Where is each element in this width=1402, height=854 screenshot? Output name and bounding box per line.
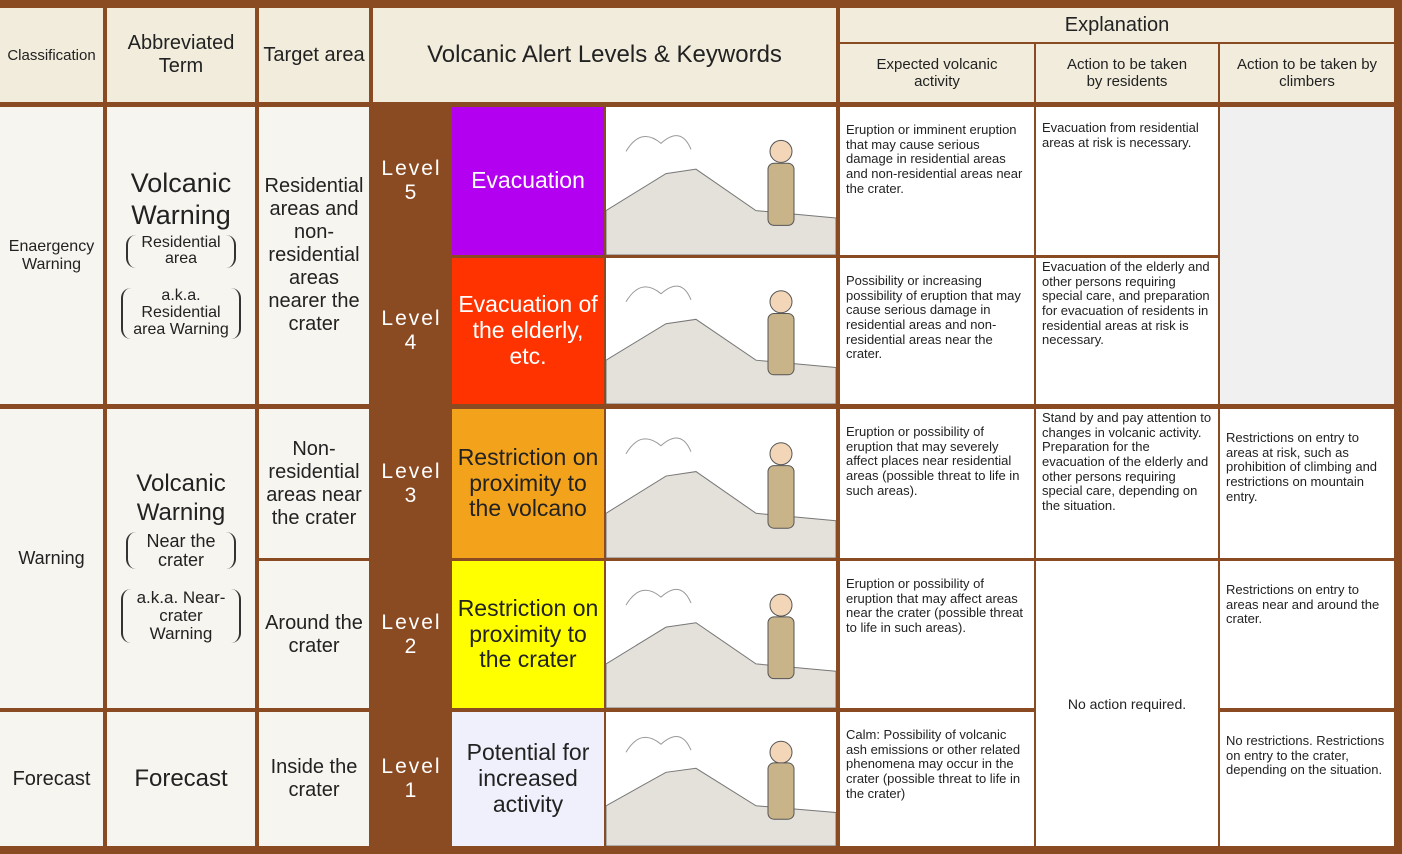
term-note: Near the crater [126,531,236,570]
target-area: Residential areas and non-residential ar… [259,107,369,404]
term: Volcanic Warning [130,168,232,230]
illustration [606,107,836,255]
term-cell: Volcanic Warning Residential area a.k.a.… [107,107,255,404]
header-explanation: Explanation [840,8,1394,42]
climbers-action: No restrictions. Restrictions on entry t… [1220,712,1394,846]
level-number: 5 [404,181,419,204]
term: Forecast [107,712,255,846]
header-term: Abbreviated Term [107,8,255,102]
expected-activity: Eruption or possibility of eruption that… [840,409,1034,558]
header-classification: Classification [0,8,103,102]
term-aka: a.k.a. Near-crater Warning [121,589,241,643]
target-area: Non-residential areas near the crater [259,409,369,558]
classification: Forecast [0,712,103,846]
level-box: Level 3 [373,409,450,558]
header-residents: Action to be taken by residents [1036,44,1218,102]
term: Volcanic Warning [136,470,226,526]
level-number: 3 [404,483,419,507]
term-cell: Volcanic Warning Near the crater a.k.a. … [107,409,255,708]
level-label: Level [381,157,442,180]
keyword: Evacuation of the elderly, etc. [452,258,604,404]
illustration [606,561,836,708]
level-box: Level 2 [373,561,450,708]
level-box: Level 4 [373,258,450,404]
keyword: Evacuation [452,107,604,255]
residents-action: Stand by and pay attention to changes in… [1036,409,1218,558]
expected-activity: Eruption or possibility of eruption that… [840,561,1034,708]
illustration [606,409,836,558]
header-expected: Expected volcanic activity [840,44,1034,102]
classification: Enaergency Warning [0,107,103,404]
expected-activity: Possibility or increasing possibility of… [840,258,1034,404]
climbers-action-empty [1220,107,1394,404]
illustration [606,258,836,404]
classification: Warning [0,409,103,708]
term-aka: a.k.a. Residential area Warning [121,287,241,339]
residents-action: Evacuation of the elderly and other pers… [1036,258,1218,404]
target-area: Inside the crater [259,712,369,846]
illustration [606,712,836,846]
climbers-action: Restrictions on entry to areas near and … [1220,561,1394,708]
level-box: Level 5 [373,107,450,255]
level-number: 2 [404,634,419,658]
level-label: Level [381,755,442,778]
level-number: 1 [404,779,419,802]
climbers-action: Restrictions on entry to areas at risk, … [1220,409,1394,558]
level-label: Level [381,610,442,634]
level-number: 4 [404,331,419,354]
header-alert-levels: Volcanic Alert Levels & Keywords [373,8,836,102]
target-area: Around the crater [259,561,369,708]
keyword: Restriction on proximity to the crater [452,561,604,708]
residents-action: Evacuation from residential areas at ris… [1036,107,1218,255]
level-label: Level [381,459,442,483]
expected-activity: Eruption or imminent eruption that may c… [840,107,1034,255]
residents-action: No action required. [1036,561,1218,846]
expected-activity: Calm: Possibility of volcanic ash emissi… [840,712,1034,846]
header-climbers: Action to be taken by climbers [1220,44,1394,102]
level-label: Level [381,307,442,330]
keyword: Restriction on proximity to the volcano [452,409,604,558]
keyword: Potential for increased activity [452,712,604,846]
term-note: Residential area [126,234,236,269]
level-box: Level 1 [373,712,450,846]
header-target: Target area [259,8,369,102]
